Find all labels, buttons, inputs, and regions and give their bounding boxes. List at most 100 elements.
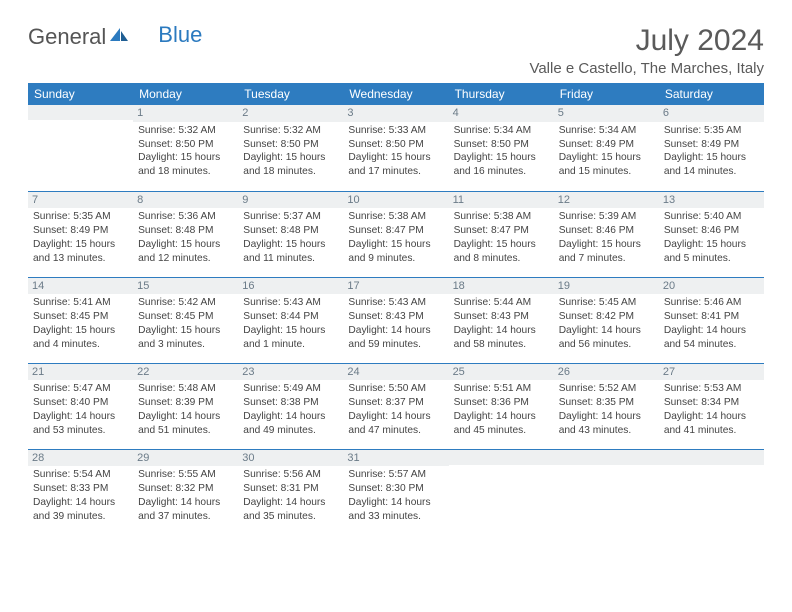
sunset-text: Sunset: 8:40 PM bbox=[33, 396, 128, 410]
daylight-text: Daylight: 15 hours bbox=[664, 151, 759, 165]
calendar-day: 29Sunrise: 5:55 AMSunset: 8:32 PMDayligh… bbox=[133, 449, 238, 535]
location: Valle e Castello, The Marches, Italy bbox=[529, 60, 764, 77]
sunset-text: Sunset: 8:44 PM bbox=[243, 310, 338, 324]
sunrise-text: Sunrise: 5:42 AM bbox=[138, 296, 233, 310]
calendar-week: 21Sunrise: 5:47 AMSunset: 8:40 PMDayligh… bbox=[28, 363, 764, 449]
sunrise-text: Sunrise: 5:43 AM bbox=[243, 296, 338, 310]
sunrise-text: Sunrise: 5:34 AM bbox=[559, 124, 654, 138]
sunset-text: Sunset: 8:47 PM bbox=[348, 224, 443, 238]
sunrise-text: Sunrise: 5:48 AM bbox=[138, 382, 233, 396]
daylight-text: and 53 minutes. bbox=[33, 424, 128, 438]
sunrise-text: Sunrise: 5:46 AM bbox=[664, 296, 759, 310]
sunrise-text: Sunrise: 5:35 AM bbox=[664, 124, 759, 138]
day-header: Wednesday bbox=[343, 83, 448, 105]
day-number: 9 bbox=[238, 192, 343, 209]
sunset-text: Sunset: 8:46 PM bbox=[664, 224, 759, 238]
daylight-text: and 45 minutes. bbox=[454, 424, 549, 438]
day-number: 20 bbox=[659, 278, 764, 295]
calendar-day: 2Sunrise: 5:32 AMSunset: 8:50 PMDaylight… bbox=[238, 105, 343, 191]
header: General Blue July 2024 Valle e Castello,… bbox=[28, 24, 764, 77]
sunset-text: Sunset: 8:32 PM bbox=[138, 482, 233, 496]
logo-text-2: Blue bbox=[158, 22, 202, 48]
sunset-text: Sunset: 8:34 PM bbox=[664, 396, 759, 410]
day-number: 22 bbox=[133, 364, 238, 381]
page-title: July 2024 bbox=[529, 24, 764, 58]
sunset-text: Sunset: 8:43 PM bbox=[454, 310, 549, 324]
calendar-day-empty bbox=[659, 449, 764, 535]
daylight-text: and 13 minutes. bbox=[33, 252, 128, 266]
day-header: Saturday bbox=[659, 83, 764, 105]
day-number bbox=[554, 450, 659, 465]
sunset-text: Sunset: 8:41 PM bbox=[664, 310, 759, 324]
daylight-text: Daylight: 14 hours bbox=[664, 410, 759, 424]
calendar-day: 26Sunrise: 5:52 AMSunset: 8:35 PMDayligh… bbox=[554, 363, 659, 449]
daylight-text: and 5 minutes. bbox=[664, 252, 759, 266]
day-number: 31 bbox=[343, 450, 448, 467]
sail-icon bbox=[108, 24, 130, 50]
daylight-text: and 51 minutes. bbox=[138, 424, 233, 438]
daylight-text: and 56 minutes. bbox=[559, 338, 654, 352]
daylight-text: Daylight: 14 hours bbox=[664, 324, 759, 338]
daylight-text: Daylight: 15 hours bbox=[243, 238, 338, 252]
day-number: 2 bbox=[238, 105, 343, 122]
day-number: 6 bbox=[659, 105, 764, 122]
daylight-text: Daylight: 15 hours bbox=[243, 324, 338, 338]
day-number bbox=[449, 450, 554, 465]
daylight-text: Daylight: 14 hours bbox=[243, 410, 338, 424]
calendar-day: 10Sunrise: 5:38 AMSunset: 8:47 PMDayligh… bbox=[343, 191, 448, 277]
sunset-text: Sunset: 8:47 PM bbox=[454, 224, 549, 238]
calendar-day: 1Sunrise: 5:32 AMSunset: 8:50 PMDaylight… bbox=[133, 105, 238, 191]
day-number: 21 bbox=[28, 364, 133, 381]
daylight-text: and 33 minutes. bbox=[348, 510, 443, 524]
calendar-day: 11Sunrise: 5:38 AMSunset: 8:47 PMDayligh… bbox=[449, 191, 554, 277]
day-number: 15 bbox=[133, 278, 238, 295]
daylight-text: and 39 minutes. bbox=[33, 510, 128, 524]
calendar-day: 3Sunrise: 5:33 AMSunset: 8:50 PMDaylight… bbox=[343, 105, 448, 191]
daylight-text: and 7 minutes. bbox=[559, 252, 654, 266]
daylight-text: and 8 minutes. bbox=[454, 252, 549, 266]
title-block: July 2024 Valle e Castello, The Marches,… bbox=[529, 24, 764, 77]
calendar-day: 6Sunrise: 5:35 AMSunset: 8:49 PMDaylight… bbox=[659, 105, 764, 191]
day-header: Tuesday bbox=[238, 83, 343, 105]
daylight-text: Daylight: 15 hours bbox=[138, 324, 233, 338]
daylight-text: and 11 minutes. bbox=[243, 252, 338, 266]
daylight-text: Daylight: 14 hours bbox=[454, 324, 549, 338]
day-number: 24 bbox=[343, 364, 448, 381]
daylight-text: Daylight: 15 hours bbox=[348, 151, 443, 165]
calendar-day: 18Sunrise: 5:44 AMSunset: 8:43 PMDayligh… bbox=[449, 277, 554, 363]
sunset-text: Sunset: 8:49 PM bbox=[33, 224, 128, 238]
calendar-day: 30Sunrise: 5:56 AMSunset: 8:31 PMDayligh… bbox=[238, 449, 343, 535]
daylight-text: and 12 minutes. bbox=[138, 252, 233, 266]
day-number: 16 bbox=[238, 278, 343, 295]
daylight-text: and 41 minutes. bbox=[664, 424, 759, 438]
sunset-text: Sunset: 8:38 PM bbox=[243, 396, 338, 410]
daylight-text: Daylight: 15 hours bbox=[664, 238, 759, 252]
calendar-day-empty bbox=[449, 449, 554, 535]
logo-text-1: General bbox=[28, 24, 106, 50]
calendar-day: 12Sunrise: 5:39 AMSunset: 8:46 PMDayligh… bbox=[554, 191, 659, 277]
daylight-text: and 37 minutes. bbox=[138, 510, 233, 524]
calendar-table: SundayMondayTuesdayWednesdayThursdayFrid… bbox=[28, 83, 764, 535]
sunset-text: Sunset: 8:50 PM bbox=[243, 138, 338, 152]
daylight-text: and 49 minutes. bbox=[243, 424, 338, 438]
daylight-text: Daylight: 14 hours bbox=[243, 496, 338, 510]
sunrise-text: Sunrise: 5:57 AM bbox=[348, 468, 443, 482]
calendar-day: 16Sunrise: 5:43 AMSunset: 8:44 PMDayligh… bbox=[238, 277, 343, 363]
sunset-text: Sunset: 8:39 PM bbox=[138, 396, 233, 410]
daylight-text: and 14 minutes. bbox=[664, 165, 759, 179]
sunrise-text: Sunrise: 5:44 AM bbox=[454, 296, 549, 310]
daylight-text: Daylight: 14 hours bbox=[454, 410, 549, 424]
daylight-text: and 17 minutes. bbox=[348, 165, 443, 179]
daylight-text: Daylight: 14 hours bbox=[348, 410, 443, 424]
sunrise-text: Sunrise: 5:50 AM bbox=[348, 382, 443, 396]
daylight-text: Daylight: 15 hours bbox=[243, 151, 338, 165]
day-number: 18 bbox=[449, 278, 554, 295]
daylight-text: and 47 minutes. bbox=[348, 424, 443, 438]
calendar-day: 5Sunrise: 5:34 AMSunset: 8:49 PMDaylight… bbox=[554, 105, 659, 191]
logo: General Blue bbox=[28, 24, 202, 50]
day-number: 23 bbox=[238, 364, 343, 381]
sunrise-text: Sunrise: 5:32 AM bbox=[138, 124, 233, 138]
daylight-text: Daylight: 14 hours bbox=[138, 496, 233, 510]
day-number bbox=[28, 105, 133, 120]
day-number: 12 bbox=[554, 192, 659, 209]
